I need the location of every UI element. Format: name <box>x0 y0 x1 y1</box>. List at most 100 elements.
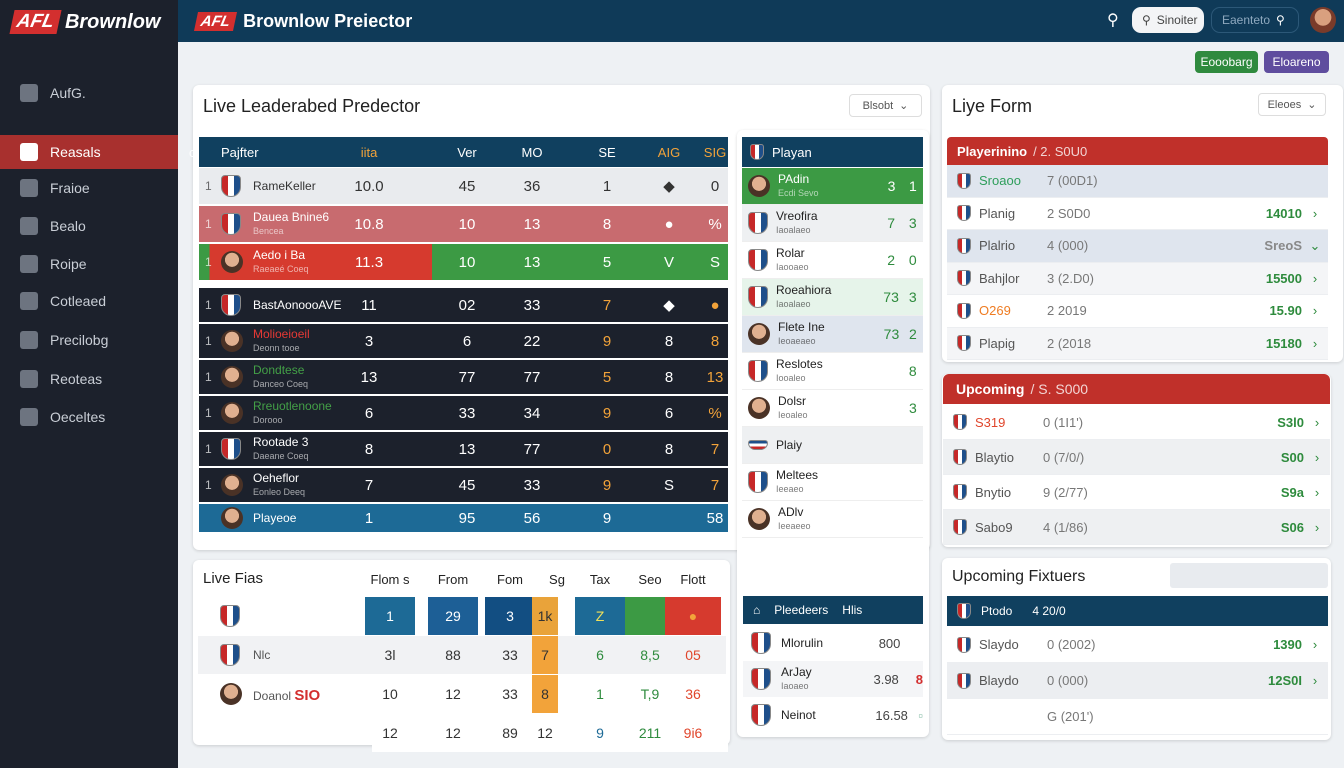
column-header[interactable]: Sg <box>549 572 565 587</box>
avatar[interactable] <box>1310 7 1336 33</box>
player-list-item[interactable]: Vreofira Iaoalaeo 7 3 <box>742 205 923 242</box>
column-header[interactable]: Fom <box>497 572 523 587</box>
leaderboard-dropdown[interactable]: Blsobt ⌄ <box>849 94 922 117</box>
players-header: Playan <box>742 137 923 167</box>
upcoming-row[interactable]: Blaytio 0 (7/0/) S00 › <box>943 440 1330 475</box>
chevron-right-icon[interactable]: › <box>1314 414 1320 430</box>
form-row[interactable]: Planig 2 S0D0 14010 › <box>947 197 1328 230</box>
player-list-item[interactable]: Meltees Ieeaeo <box>742 464 923 501</box>
team-shield-icon <box>957 302 971 319</box>
sidebar-item-aufg[interactable]: AufG. <box>0 76 178 110</box>
column-header[interactable]: iita <box>360 144 378 160</box>
sidebar-item-oeceltes[interactable]: Oeceltes <box>0 400 178 434</box>
player-list-item[interactable]: PAdin Ecdi Sevo 3 1 <box>742 168 923 205</box>
form-row[interactable]: Plalrio 4 (000) SreoS ⌄ <box>947 230 1328 263</box>
search-input[interactable]: Eaenteto ⚲ <box>1211 7 1299 33</box>
chevron-right-icon[interactable]: › <box>1312 637 1318 652</box>
fixture-row[interactable]: Slaydo 0 (2002) 1390 › <box>947 627 1328 663</box>
user-pill-button[interactable]: ⚲ Sinoiter <box>1132 7 1204 33</box>
player-list-item[interactable]: Plaiy <box>742 427 923 464</box>
fixtures-filter-input[interactable] <box>1170 563 1328 588</box>
sidebar-item-cotleaed[interactable]: Cotleaed <box>0 284 178 318</box>
match-meta: 2 2019 <box>1047 303 1087 319</box>
table-row[interactable]: 1 Dondtese Danceo Coeq 13 77 77 5 8 13 <box>199 360 728 394</box>
sidebar-item-precilobg[interactable]: Precilobg <box>0 323 178 357</box>
form-row[interactable]: Plapig 2 (2018 15180 › <box>947 327 1328 360</box>
column-header[interactable]: Pajfter <box>221 144 259 160</box>
leader-row[interactable]: ArJay Iaoaeo 3.98 8 <box>743 661 923 697</box>
table-row[interactable]: 1 Molioeioeil Deonn tooe 3 6 22 9 8 8 <box>199 324 728 358</box>
form-row[interactable]: O269 2 2019 15.90 › <box>947 295 1328 328</box>
table-row[interactable]: 1 RameKeller 10.0 45 36 1 ◆ 0 <box>199 168 728 204</box>
stat-value: 58 <box>706 509 724 527</box>
player-list-item[interactable]: Rolar Iaooaeo 2 0 <box>742 242 923 279</box>
live-form-dropdown[interactable]: Eleoes ⌄ <box>1258 93 1326 116</box>
live-fias-title: Live Fias <box>203 570 264 587</box>
upcoming-row[interactable]: S319 0 (1I1') S3l0 › <box>943 405 1330 440</box>
team-crest-icon <box>748 360 768 382</box>
leader-row[interactable]: Neinot 16.58 ▫ <box>743 697 923 733</box>
table-row[interactable]: 1 Oeheflor Eonleo Deeq 7 45 33 9 S 7 <box>199 468 728 502</box>
chevron-right-icon[interactable]: › <box>1312 303 1318 319</box>
green-action-button[interactable]: Eooobarg <box>1195 51 1258 73</box>
player-list-item[interactable]: Roeahiora Iaoalaeo 73 3 <box>742 279 923 316</box>
chevron-right-icon[interactable]: › <box>1312 205 1318 221</box>
chevron-right-icon[interactable]: › <box>1314 519 1320 535</box>
stat-value: 11 <box>361 296 377 314</box>
sidebar-item-fraioe[interactable]: Fraioe <box>0 171 178 205</box>
sidebar-item-roipe[interactable]: Roipe <box>0 247 178 281</box>
leader-row[interactable]: Mlorulin 800 <box>743 625 923 661</box>
fias-cell: 29 <box>428 597 478 635</box>
column-header[interactable]: Flott <box>680 572 706 587</box>
column-header[interactable]: AIG <box>657 144 681 160</box>
form-row[interactable]: Bahjlor 3 (2.D0) 15500 › <box>947 262 1328 295</box>
purple-action-button[interactable]: Eloareno <box>1264 51 1329 73</box>
sidebar-item-bealo[interactable]: Bealo <box>0 209 178 243</box>
chevron-right-icon[interactable]: › <box>1312 335 1318 351</box>
chevron-right-icon[interactable]: › <box>1312 673 1318 688</box>
chevron-right-icon[interactable]: › <box>1314 484 1320 500</box>
table-row[interactable]: 1 Rootade 3 Daeane Coeq 8 13 77 0 8 7 <box>199 432 728 466</box>
rank: 1 <box>205 298 212 312</box>
table-row[interactable]: 1 Dauea Bnine6 Bencea 10.8 10 13 8 ●% <box>199 206 728 242</box>
player-list-item[interactable]: ADlv Ieeaeeo <box>742 501 923 538</box>
column-header[interactable]: Tax <box>589 572 611 587</box>
fixture-row[interactable]: G (201') <box>947 699 1328 735</box>
column-header[interactable]: o <box>189 144 197 160</box>
sidebar-item-reoteas[interactable]: Reoteas <box>0 362 178 396</box>
live-fias-row[interactable] <box>198 636 726 674</box>
table-row[interactable]: 1 BastAonoooAVE 11 02 33 7 ◆ ● <box>199 288 728 322</box>
player-list-item[interactable]: Flete Ine Ieoaeaeo 73 2 <box>742 316 923 353</box>
form-row[interactable]: Sroaoo 7 (00D1) <box>947 165 1328 198</box>
column-header[interactable]: MO <box>521 144 543 160</box>
column-header[interactable]: Ver <box>457 144 477 160</box>
column-header[interactable]: Flom s <box>370 572 410 587</box>
sidebar-item-reasals[interactable]: Reasals <box>0 135 178 169</box>
fixture-row[interactable]: Blaydo 0 (000) 12S0I › <box>947 663 1328 699</box>
stat-value: 33 <box>458 404 476 422</box>
chevron-right-icon[interactable]: › <box>1312 270 1318 286</box>
player-list-item[interactable]: Reslotes Iooaleo 8 <box>742 353 923 390</box>
table-row[interactable]: 1 Aedo i Ba Raeaeé Coeq 11.3 10 13 5 V S <box>199 244 728 280</box>
stat-value: 9 <box>602 509 612 527</box>
search-icon[interactable]: ⚲ <box>1107 12 1119 29</box>
stat-value: 77 <box>523 368 541 386</box>
upcoming-row[interactable]: Sabo9 4 (1/86) S06 › <box>943 510 1330 545</box>
column-header[interactable]: From <box>437 572 469 587</box>
stat-value: ◆ <box>663 178 675 195</box>
player-team: Danceo Coeq <box>253 379 309 389</box>
table-row[interactable]: 1 Rreuotlenoone Dorooo 6 33 34 9 6% <box>199 396 728 430</box>
player-list-item[interactable]: Dolsr Ieoaleo 3 <box>742 390 923 427</box>
brand-logo[interactable]: AFL Brownlow <box>9 10 160 34</box>
player-team: Iaoalaeo <box>776 225 811 235</box>
column-header[interactable]: Seo <box>638 572 662 587</box>
chevron-right-icon[interactable]: › <box>1314 449 1320 465</box>
live-fias-row[interactable] <box>372 714 728 752</box>
table-row[interactable]: Playeoe 1 95 56 9 58 <box>199 504 728 532</box>
stat-value: 5 <box>602 368 612 386</box>
chevron-down-icon[interactable]: ⌄ <box>1309 237 1321 253</box>
column-header[interactable]: SIG <box>703 144 727 160</box>
afl-logo-mark: AFL <box>193 11 238 31</box>
column-header[interactable]: SE <box>598 144 616 160</box>
upcoming-row[interactable]: Bnytio 9 (2/77) S9a › <box>943 475 1330 510</box>
